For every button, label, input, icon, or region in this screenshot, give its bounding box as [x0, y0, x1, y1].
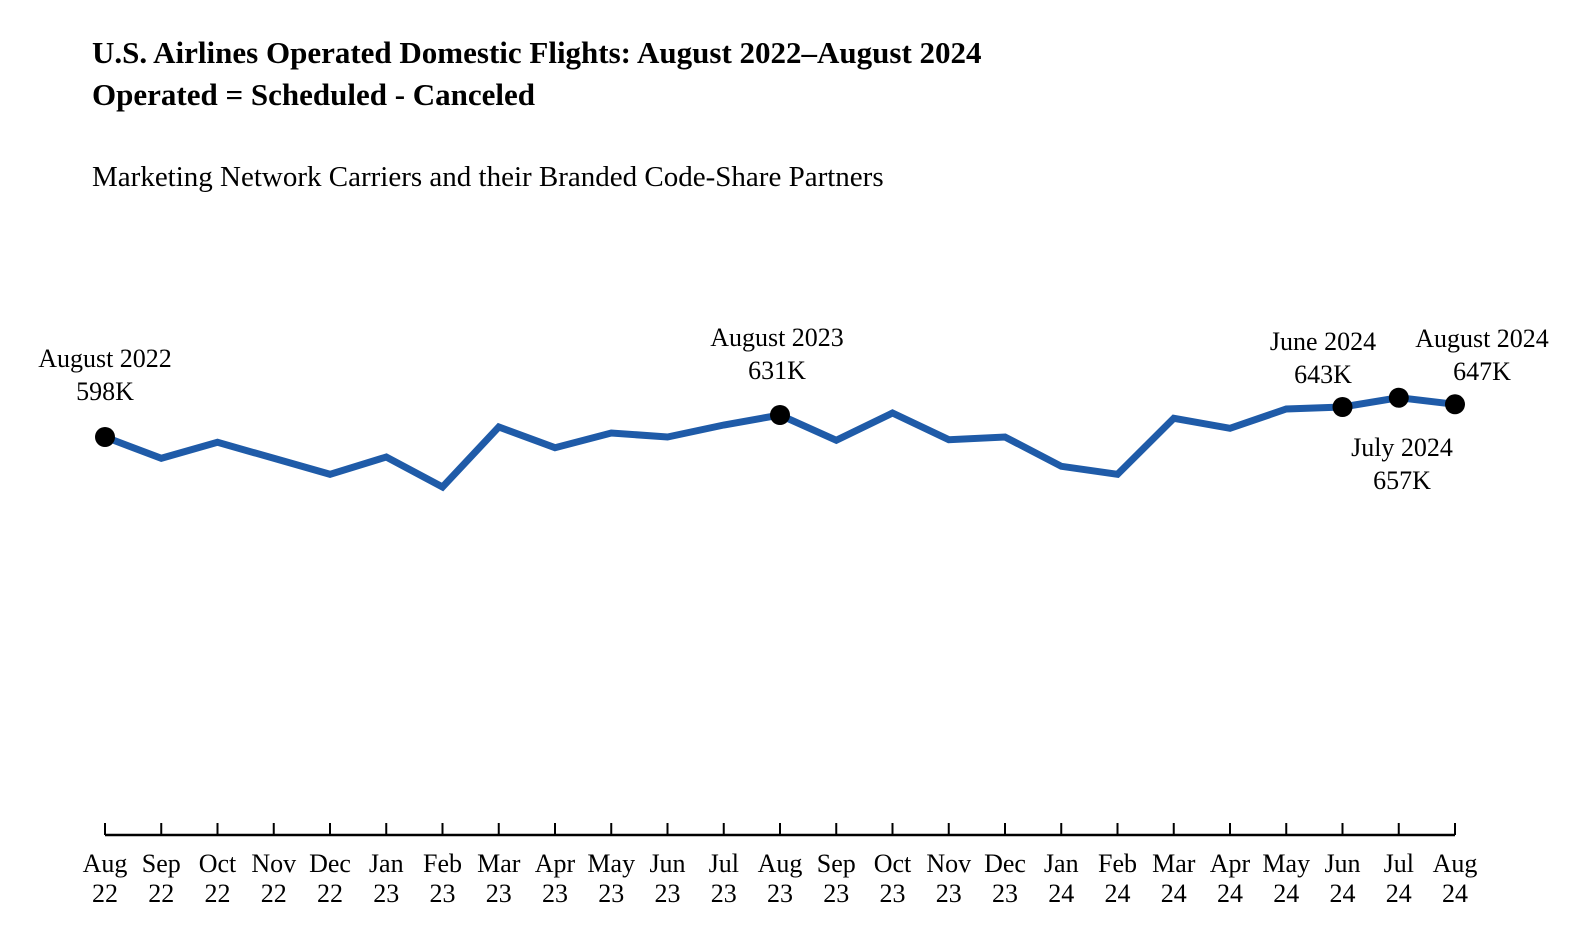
x-axis-label-month: Sep: [817, 849, 856, 878]
x-axis-label-year: 23: [542, 879, 568, 908]
x-axis-label-month: Aug: [83, 849, 128, 878]
x-axis-label-year: 23: [767, 879, 793, 908]
x-axis-label-month: Nov: [926, 849, 971, 878]
annotation-label: June 2024: [1270, 327, 1376, 356]
x-axis-label-year: 24: [1273, 879, 1299, 908]
annotation-value: 647K: [1453, 357, 1511, 386]
data-point-marker: [95, 427, 115, 447]
annotation-label: August 2024: [1415, 324, 1549, 353]
x-axis-label-month: Apr: [1210, 849, 1251, 878]
x-axis-label-year: 22: [148, 879, 174, 908]
x-axis-label-year: 24: [1442, 879, 1468, 908]
data-point-marker: [1445, 394, 1465, 415]
x-axis-label-year: 24: [1386, 879, 1412, 908]
x-axis-label-year: 24: [1217, 879, 1243, 908]
annotation-label: July 2024: [1351, 433, 1453, 462]
x-axis-label-year: 22: [317, 879, 343, 908]
x-axis-label-year: 23: [711, 879, 737, 908]
x-axis-label-year: 23: [880, 879, 906, 908]
x-axis-label-year: 22: [261, 879, 287, 908]
x-axis-label-month: Feb: [1098, 849, 1137, 878]
x-axis-label-month: Jun: [649, 849, 685, 878]
annotation-value: 631K: [748, 356, 806, 385]
x-axis-label-year: 23: [936, 879, 962, 908]
x-axis-label-year: 23: [486, 879, 512, 908]
x-axis-label-month: Oct: [199, 849, 237, 878]
annotation-value: 657K: [1373, 466, 1431, 495]
x-axis-label-year: 24: [1048, 879, 1074, 908]
x-axis-label-month: Jun: [1324, 849, 1360, 878]
x-axis-label-month: Nov: [251, 849, 296, 878]
x-axis-label-year: 22: [205, 879, 231, 908]
x-axis-label-month: Dec: [984, 849, 1026, 878]
x-axis-label-month: Jan: [1044, 849, 1079, 878]
data-point-marker: [770, 405, 790, 425]
x-axis-label-month: May: [1262, 849, 1310, 878]
x-axis-label-year: 23: [655, 879, 681, 908]
x-axis-label-month: Sep: [142, 849, 181, 878]
chart-header: U.S. Airlines Operated Domestic Flights:…: [92, 32, 982, 198]
x-axis-label-year: 22: [92, 879, 118, 908]
data-point-marker: [1388, 387, 1409, 408]
x-axis-label-year: 24: [1105, 879, 1131, 908]
x-axis-label-month: Jan: [369, 849, 404, 878]
x-axis-label-year: 23: [373, 879, 399, 908]
data-point-marker: [1332, 397, 1353, 417]
x-axis-label-year: 23: [430, 879, 456, 908]
x-axis-label-month: Oct: [874, 849, 912, 878]
x-axis-label-month: Aug: [758, 849, 803, 878]
chart-title-line-1: U.S. Airlines Operated Domestic Flights:…: [92, 35, 982, 70]
x-axis-label-month: May: [587, 849, 635, 878]
annotation-label: August 2023: [710, 323, 844, 352]
x-axis-label-month: Dec: [309, 849, 351, 878]
annotation-value: 643K: [1294, 360, 1352, 389]
x-axis-label-month: Mar: [1152, 849, 1196, 878]
x-axis-label-year: 24: [1161, 879, 1187, 908]
x-axis-label-year: 23: [823, 879, 849, 908]
x-axis-label-month: Apr: [535, 849, 576, 878]
annotation-value: 598K: [76, 377, 134, 406]
annotation-label: August 2022: [38, 344, 172, 373]
x-axis-label-month: Jul: [709, 849, 739, 878]
x-axis-label-year: 23: [992, 879, 1018, 908]
x-axis-label-year: 23: [598, 879, 624, 908]
chart-title-line-2: Operated = Scheduled - Canceled: [92, 77, 536, 112]
x-axis-label-month: Mar: [477, 849, 521, 878]
x-axis-label-year: 24: [1330, 879, 1356, 908]
x-axis-label-month: Feb: [423, 849, 462, 878]
x-axis-label-month: Jul: [1384, 849, 1414, 878]
chart-subtitle: Marketing Network Carriers and their Bra…: [92, 161, 884, 193]
x-axis-label-month: Aug: [1433, 849, 1478, 878]
